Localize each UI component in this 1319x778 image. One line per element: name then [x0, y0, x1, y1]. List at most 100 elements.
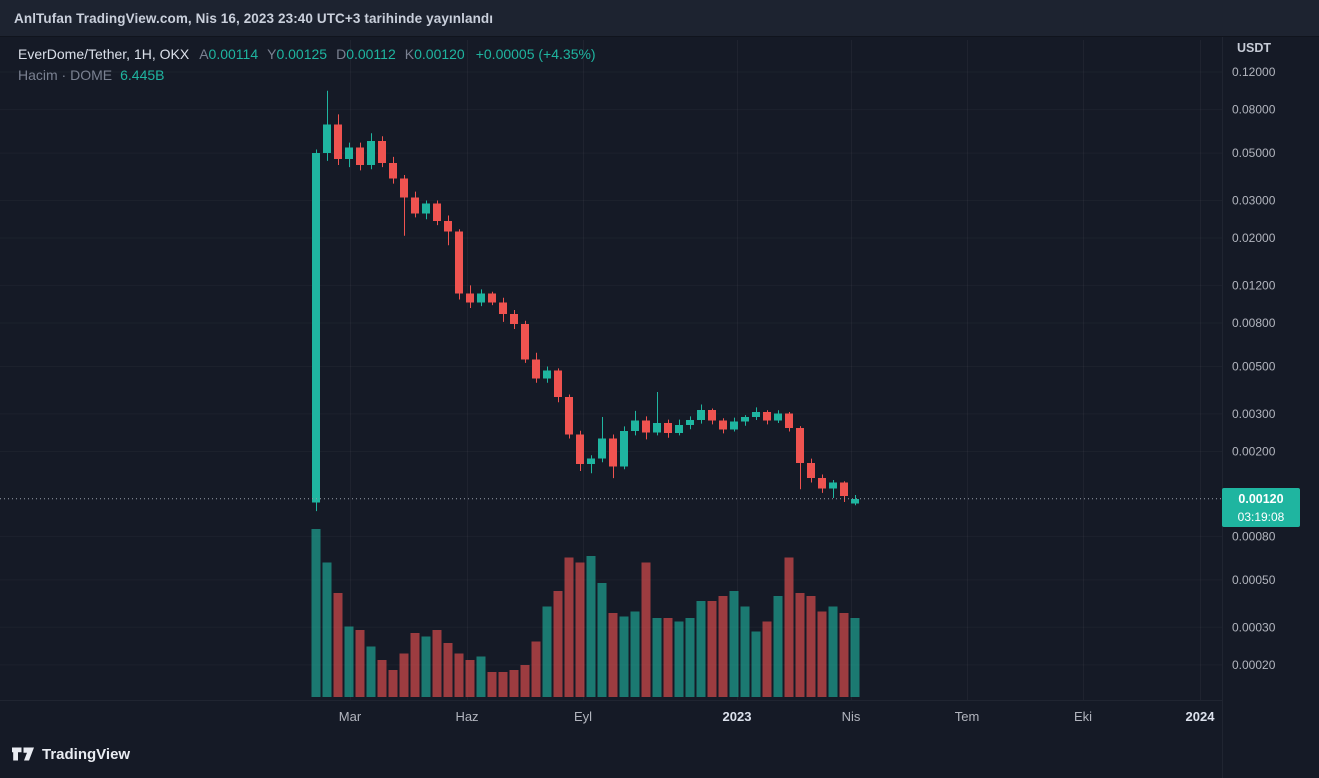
- volume-bar: [399, 653, 409, 697]
- candle-body: [433, 203, 441, 222]
- ohlc-key-Y: Y: [267, 46, 277, 62]
- time-axis-month-label: Eki: [1074, 709, 1092, 724]
- candle-body: [532, 359, 540, 379]
- volume-bar: [520, 665, 530, 697]
- volume-bar: [674, 621, 684, 697]
- volume-bar: [806, 596, 816, 697]
- candle-body: [785, 413, 793, 428]
- ohlc-key-D: D: [336, 46, 347, 62]
- volume-bar: [663, 618, 673, 697]
- price-tick-label: 0.03000: [1232, 193, 1276, 207]
- ohlc-key-K: K: [404, 46, 415, 62]
- ohlc-value-Y: 0.00125: [276, 46, 328, 62]
- time-axis-month-label: Haz: [455, 709, 478, 724]
- candle-body: [521, 324, 529, 360]
- candle-body: [829, 482, 837, 489]
- candle-body: [323, 124, 331, 154]
- price-tick-label: 0.00300: [1232, 407, 1276, 421]
- volume-bar: [366, 646, 376, 697]
- volume-bar: [432, 629, 442, 697]
- price-tick-label: 0.02000: [1232, 231, 1276, 245]
- price-tick-label: 0.00050: [1232, 573, 1276, 587]
- candle-body: [356, 147, 364, 165]
- candle-body: [411, 197, 419, 214]
- price-tick-label: 0.05000: [1232, 146, 1276, 160]
- volume-bar: [740, 606, 750, 697]
- volume-bar: [762, 621, 772, 697]
- candle-body: [697, 410, 705, 420]
- volume-bar: [388, 670, 398, 697]
- volume-bar: [707, 601, 717, 697]
- volume-bar: [652, 618, 662, 697]
- candle-body: [499, 302, 507, 315]
- candle-body: [686, 419, 694, 426]
- volume-bar: [487, 671, 497, 697]
- volume-bar: [784, 557, 794, 697]
- last-price-badge: 0.00120 03:19:08: [1222, 488, 1300, 527]
- candle-body: [312, 153, 320, 503]
- candle-body: [719, 420, 727, 430]
- candle-body: [488, 293, 496, 303]
- ohlc-values: A0.00114 Y0.00125 D0.00112 K0.00120: [199, 44, 474, 65]
- volume-bar: [564, 557, 574, 697]
- candle-body: [334, 124, 342, 159]
- symbol-title[interactable]: EverDome/Tether, 1H, OKX: [18, 46, 190, 62]
- candle-body: [455, 231, 463, 294]
- volume-bar: [542, 606, 552, 697]
- attribution-text: AnlTufan TradingView.com, Nis 16, 2023 2…: [14, 10, 494, 26]
- candle-body: [763, 412, 771, 421]
- candle-body: [565, 396, 573, 435]
- candle-body: [367, 140, 375, 165]
- volume-bar: [421, 636, 431, 697]
- tradingview-branding[interactable]: TradingView: [12, 745, 130, 763]
- volume-bar: [773, 596, 783, 697]
- candle-body: [444, 221, 452, 232]
- candle-body: [400, 178, 408, 198]
- price-tick-label: 0.01200: [1232, 278, 1276, 292]
- volume-value: 6.445B: [120, 67, 165, 83]
- candle-body: [807, 462, 815, 479]
- time-axis-year-label: 2023: [723, 709, 752, 724]
- candle-body: [664, 422, 672, 434]
- volume-indicator-label[interactable]: Hacim · DOME: [18, 67, 113, 83]
- candle-body: [708, 410, 716, 421]
- chart-legend: EverDome/Tether, 1H, OKX A0.00114 Y0.0012…: [18, 44, 596, 86]
- tradingview-logo-text: TradingView: [42, 745, 131, 763]
- volume-bar: [718, 596, 728, 697]
- price-tick-label: 0.08000: [1232, 103, 1276, 117]
- volume-bar: [751, 631, 761, 697]
- candle-body: [631, 420, 639, 431]
- time-axis-month-label: Tem: [955, 709, 980, 724]
- candle-body: [422, 203, 430, 214]
- candle-body: [796, 427, 804, 463]
- candle-body: [576, 434, 584, 464]
- volume-bar: [597, 582, 607, 697]
- price-tick-label: 0.00020: [1232, 658, 1276, 672]
- volume-bar: [641, 562, 651, 697]
- time-axis-month-label: Eyl: [574, 709, 592, 724]
- candle-body: [675, 425, 683, 434]
- candle-body: [466, 293, 474, 303]
- candle-body: [378, 140, 386, 163]
- ohlc-key-A: A: [199, 46, 209, 62]
- candle-body: [477, 293, 485, 303]
- volume-bar: [355, 629, 365, 697]
- candle-body: [598, 438, 606, 459]
- price-tick-label: 0.12000: [1232, 65, 1276, 79]
- candle-body: [730, 421, 738, 430]
- candle-body: [620, 430, 628, 467]
- last-price-value: 0.00120: [1238, 491, 1284, 506]
- volume-bar: [333, 592, 343, 697]
- volume-bar: [476, 656, 486, 697]
- ohlc-value-A: 0.00114: [208, 46, 259, 62]
- candle-body: [543, 370, 551, 379]
- volume-bar: [509, 670, 519, 697]
- volume-bar: [553, 591, 563, 697]
- price-tick-label: 0.00800: [1232, 316, 1276, 330]
- bar-countdown: 03:19:08: [1237, 509, 1285, 524]
- price-change: +0.00005 (+4.35%): [475, 46, 596, 62]
- candle-body: [741, 417, 749, 422]
- candle-body: [818, 478, 826, 489]
